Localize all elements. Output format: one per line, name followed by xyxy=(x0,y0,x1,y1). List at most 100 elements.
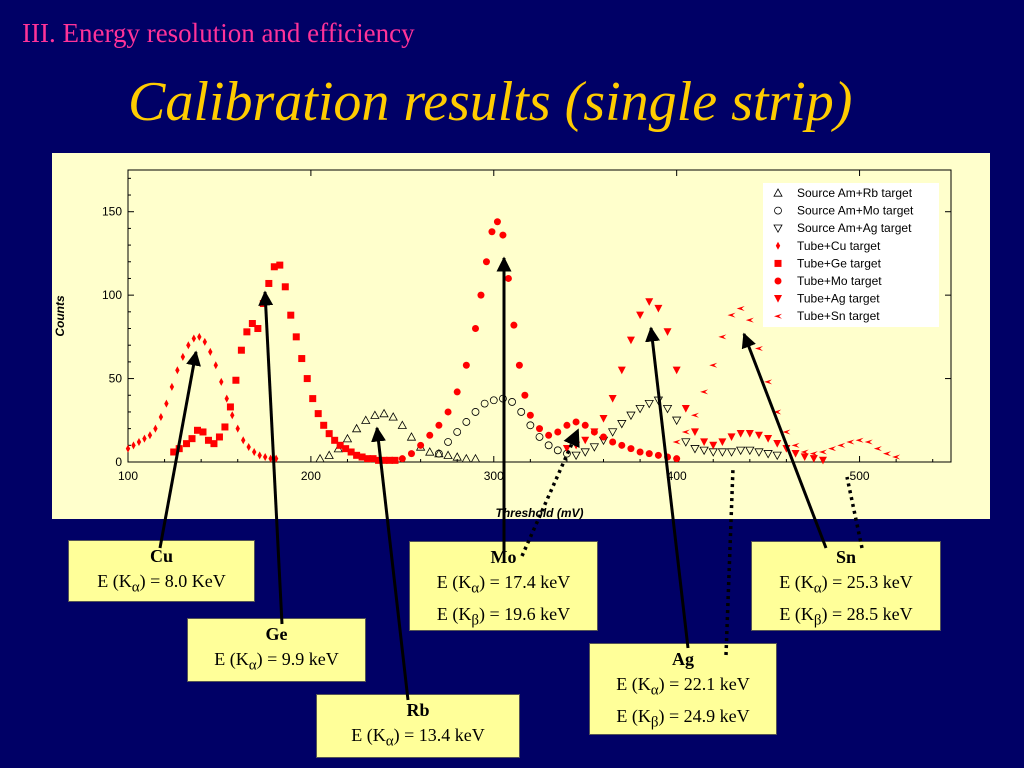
data-point xyxy=(175,445,183,453)
data-point xyxy=(763,450,773,459)
data-point xyxy=(581,436,590,445)
data-point xyxy=(873,446,882,452)
annotation-cu: Cu E (Kα) = 8.0 KeV xyxy=(68,540,255,602)
annotation-sn: Sn E (Kα) = 25.3 keV E (Kβ) = 28.5 keV xyxy=(751,541,941,631)
annotation-rb-element: Rb xyxy=(406,700,430,720)
data-point xyxy=(452,452,462,461)
data-point xyxy=(800,453,809,461)
data-point xyxy=(718,334,727,340)
x-tick-label: 100 xyxy=(118,469,138,483)
data-point xyxy=(517,408,526,416)
data-point xyxy=(554,428,562,436)
data-point xyxy=(142,434,147,443)
data-point xyxy=(331,436,339,444)
data-point xyxy=(690,412,699,418)
legend-label: Tube+Mo target xyxy=(797,274,882,288)
data-point xyxy=(342,445,350,453)
data-point xyxy=(425,447,435,456)
data-point xyxy=(125,444,131,453)
data-point xyxy=(369,455,377,463)
data-point xyxy=(735,446,746,456)
data-point xyxy=(617,420,627,429)
data-point xyxy=(607,428,618,437)
annotation-mo: Mo E (Kα) = 17.4 keV E (Kβ) = 19.6 keV xyxy=(409,541,598,631)
series-1 xyxy=(435,394,571,458)
data-point xyxy=(336,441,344,449)
data-point xyxy=(663,328,672,336)
data-point xyxy=(572,418,580,426)
data-point xyxy=(671,416,682,426)
data-point xyxy=(493,218,501,226)
data-point xyxy=(700,438,709,446)
data-point xyxy=(626,336,635,345)
data-point xyxy=(237,346,245,354)
data-point xyxy=(572,441,581,450)
data-point xyxy=(324,450,334,459)
annotation-sn-line-2: E (Kβ) = 28.5 keV xyxy=(779,603,913,629)
data-point xyxy=(407,450,415,458)
data-point xyxy=(681,438,691,447)
data-point xyxy=(388,412,398,421)
data-point xyxy=(470,453,481,463)
data-point xyxy=(590,428,599,436)
legend-label: Tube+Ag target xyxy=(797,292,880,306)
data-point xyxy=(471,325,479,333)
data-point xyxy=(699,446,709,456)
data-point xyxy=(246,442,251,451)
legend-label: Source Am+Mo target xyxy=(797,204,914,218)
data-point xyxy=(499,231,507,239)
data-point xyxy=(292,333,300,341)
annotation-mo-line-1: E (Kα) = 17.4 keV xyxy=(436,572,571,597)
data-point xyxy=(581,421,589,429)
y-tick-label: 0 xyxy=(115,455,122,469)
data-point xyxy=(727,433,736,441)
legend-marker xyxy=(775,241,781,250)
data-point xyxy=(782,445,791,453)
data-point xyxy=(314,410,322,418)
annotation-ge: Ge E (Kα) = 9.9 keV xyxy=(187,618,366,682)
data-point xyxy=(147,431,153,440)
data-point xyxy=(342,433,353,443)
data-point xyxy=(745,317,754,323)
data-point xyxy=(219,377,224,386)
annotation-sn-line-1: E (Kα) = 25.3 keV xyxy=(779,572,913,597)
data-point xyxy=(488,228,496,236)
data-point xyxy=(855,437,864,443)
data-point xyxy=(510,321,518,329)
data-point xyxy=(358,453,366,461)
data-point xyxy=(287,311,295,319)
data-point xyxy=(298,355,306,363)
annotation-ag-element: Ag xyxy=(672,649,694,669)
data-point xyxy=(653,396,664,406)
y-axis-label: Counts xyxy=(53,295,67,337)
data-point xyxy=(309,395,317,403)
data-point xyxy=(609,438,617,446)
annotation-ag-line-1: E (Kα) = 22.1 keV xyxy=(616,674,750,699)
series-3 xyxy=(125,332,279,463)
data-point xyxy=(846,439,855,445)
data-point xyxy=(477,291,485,299)
data-point xyxy=(462,418,471,426)
data-point xyxy=(462,361,470,369)
data-point xyxy=(745,430,754,438)
y-tick-label: 50 xyxy=(109,372,123,386)
data-point xyxy=(461,453,472,463)
data-point xyxy=(837,442,846,448)
data-point xyxy=(257,451,262,460)
series-0 xyxy=(315,408,481,463)
data-point xyxy=(681,405,690,413)
data-point xyxy=(270,263,278,271)
data-point xyxy=(224,394,229,403)
data-point xyxy=(226,403,234,411)
data-point xyxy=(645,450,653,458)
data-point xyxy=(158,412,164,421)
data-point xyxy=(180,352,186,361)
data-point xyxy=(580,448,590,457)
data-point xyxy=(553,446,562,455)
data-point xyxy=(563,421,571,429)
data-point xyxy=(545,431,553,439)
section-heading: III. Energy resolution and efficiency xyxy=(22,18,415,48)
data-point xyxy=(736,305,745,311)
data-point xyxy=(325,430,333,438)
data-point xyxy=(672,439,681,445)
